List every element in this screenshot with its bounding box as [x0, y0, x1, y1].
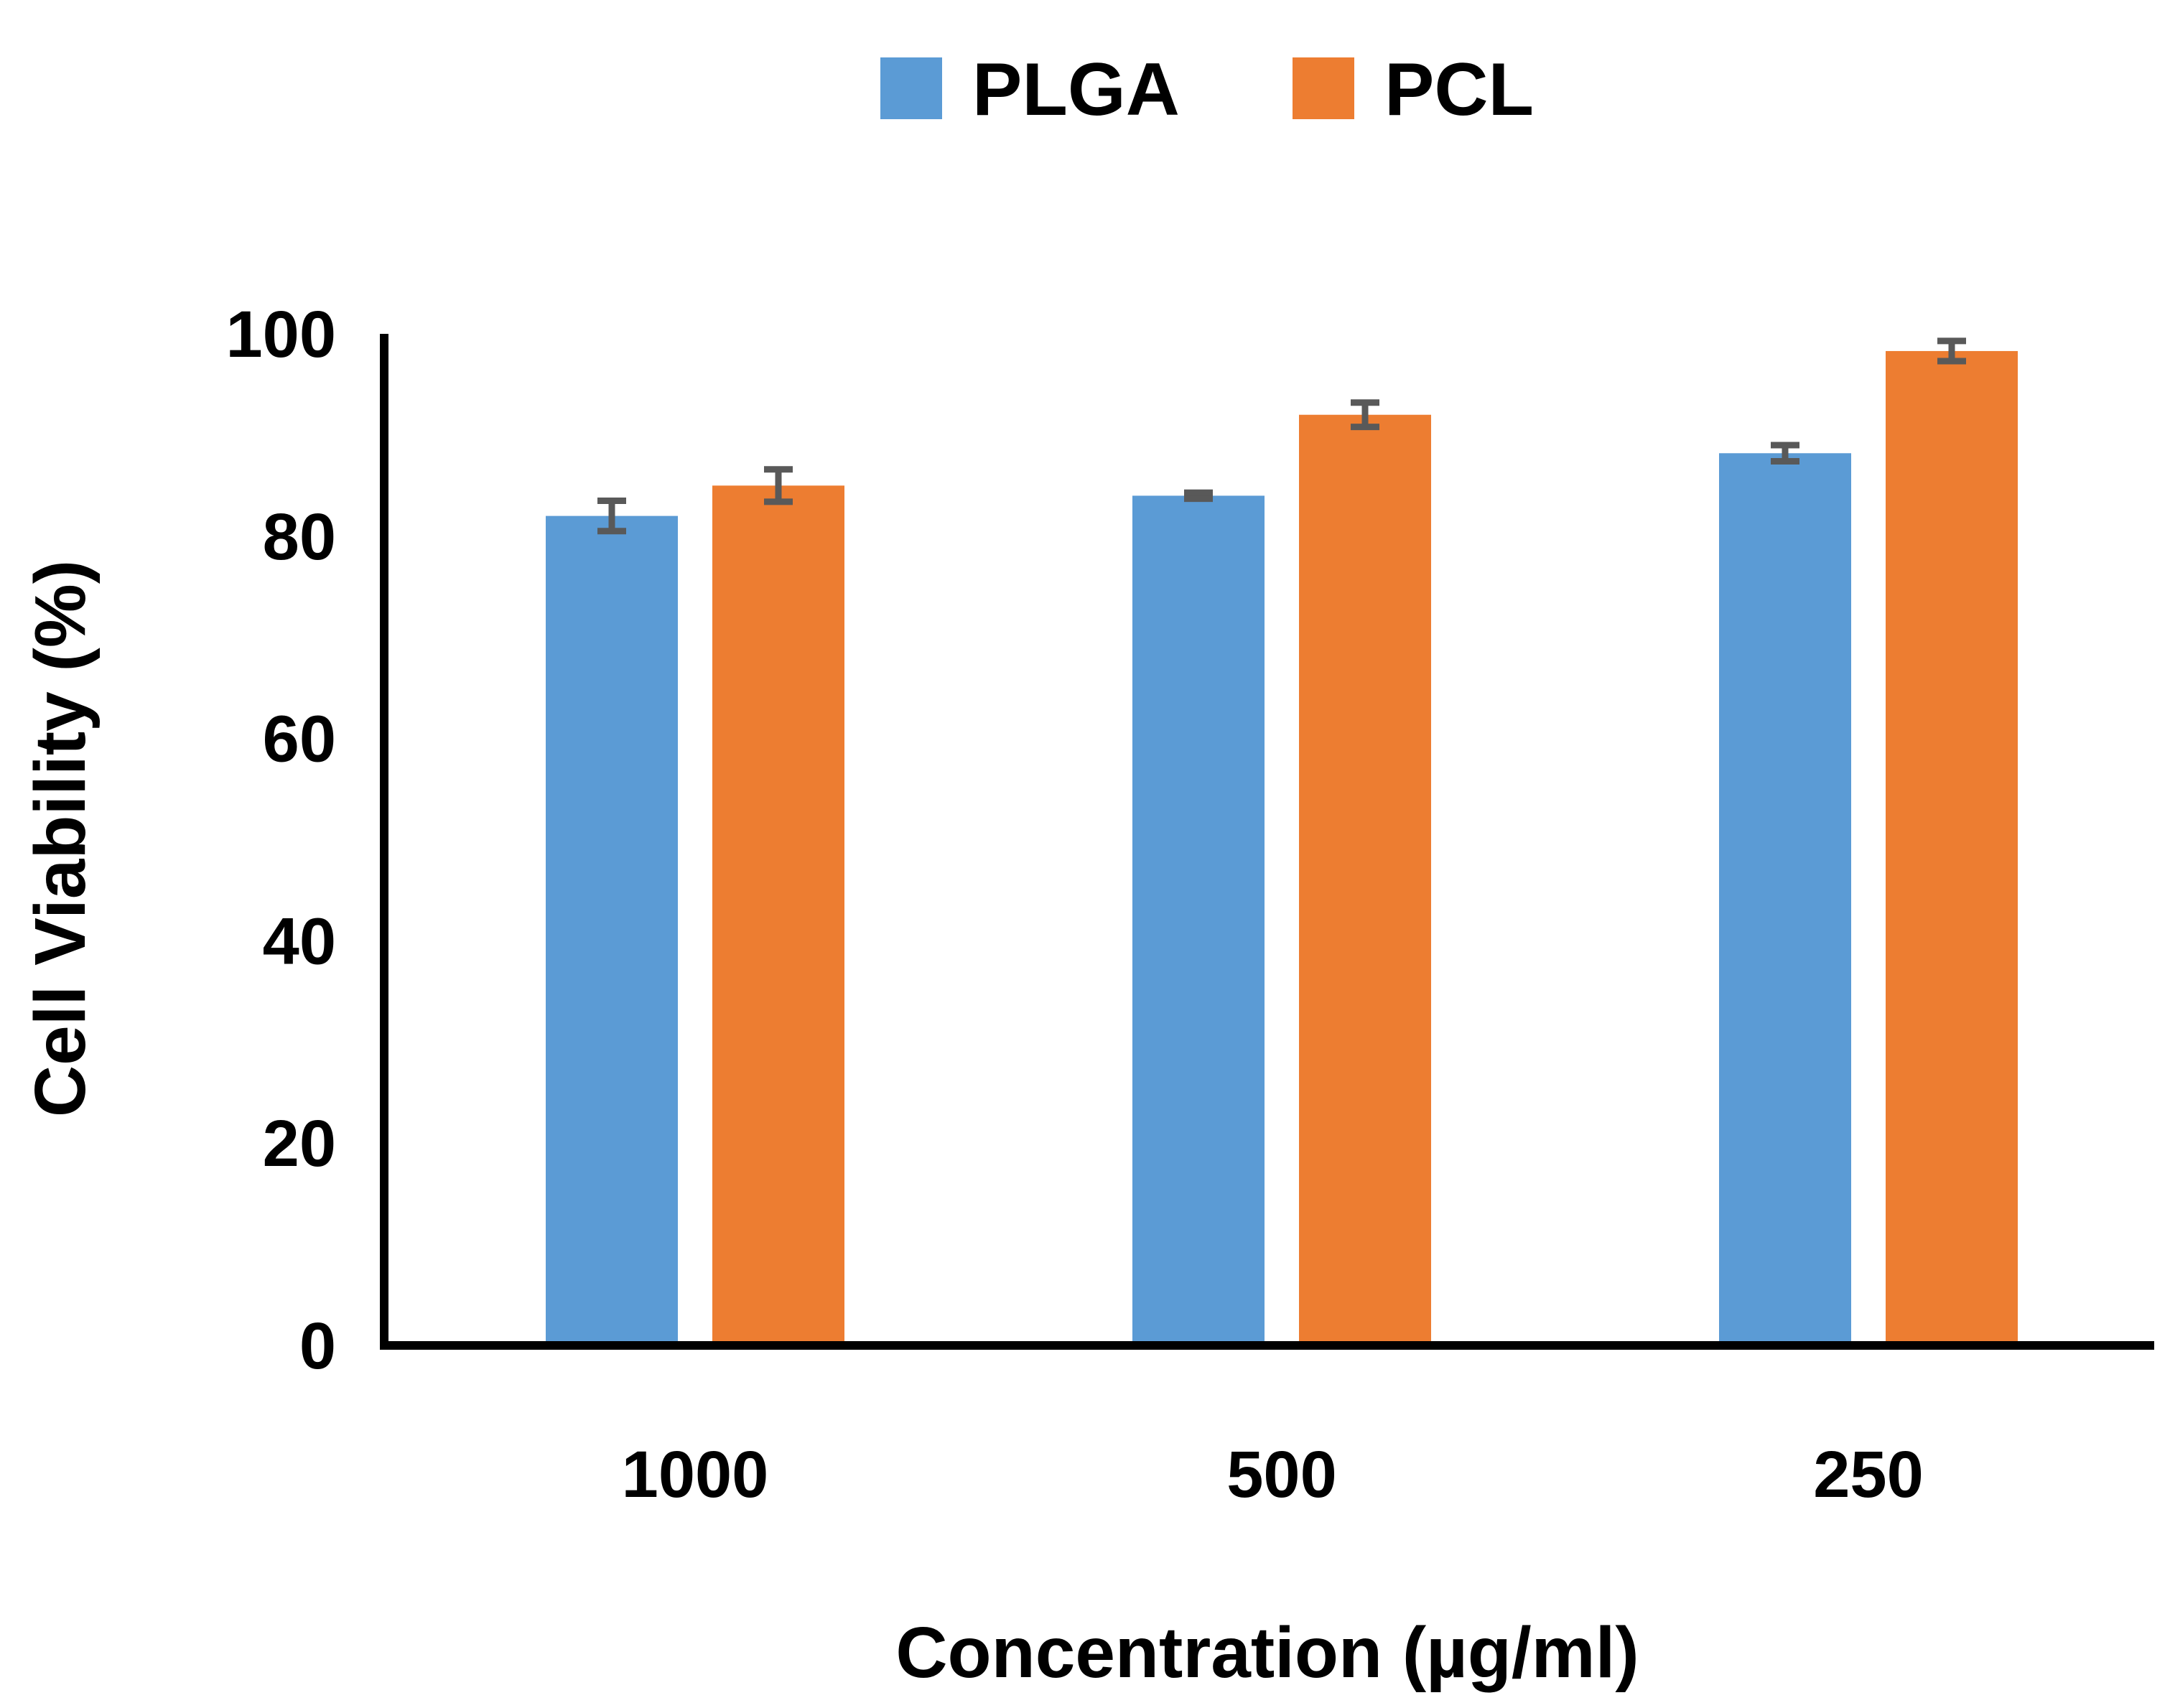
- bar-plga-1000: [546, 515, 678, 1341]
- x-tick-label: 500: [1226, 1438, 1337, 1511]
- error-bar-pcl-1000: [764, 466, 793, 505]
- bar-pcl-1000: [712, 485, 844, 1341]
- y-tick-label: 0: [299, 1310, 336, 1383]
- y-tick-label: 20: [263, 1107, 336, 1180]
- legend-swatch-pcl: [1293, 57, 1354, 119]
- bar-plga-250: [1719, 453, 1851, 1342]
- x-tick-labels: 1000 500 250: [622, 1438, 1924, 1511]
- legend-label-pcl: PCL: [1384, 48, 1534, 131]
- y-axis-title: Cell Viability (%): [20, 560, 101, 1117]
- bars: [546, 350, 2018, 1342]
- y-tick-label: 60: [263, 703, 336, 776]
- x-tick-label: 250: [1813, 1438, 1924, 1511]
- error-bar-plga-500: [1184, 489, 1213, 503]
- error-bars: [597, 337, 1966, 535]
- error-bar-pcl-500: [1351, 399, 1379, 431]
- x-tick-label: 1000: [622, 1438, 769, 1511]
- y-tick-labels: 0 20 40 60 80 100: [226, 298, 337, 1383]
- y-tick-label: 40: [263, 905, 336, 978]
- y-tick-label: 80: [263, 500, 336, 574]
- y-tick-label: 100: [226, 298, 337, 371]
- error-bar-plga-1000: [597, 497, 626, 535]
- bar-pcl-250: [1886, 350, 2018, 1341]
- bar-pcl-500: [1299, 414, 1431, 1341]
- legend-swatch-plga: [880, 57, 942, 119]
- x-axis-title: Concentration (µg/ml): [895, 1613, 1639, 1693]
- bar-plga-500: [1132, 495, 1265, 1342]
- error-bar-pcl-250: [1937, 337, 1966, 365]
- error-bar-plga-250: [1771, 442, 1799, 465]
- legend-label-plga: PLGA: [972, 48, 1180, 131]
- legend: PLGA PCL: [880, 48, 1534, 131]
